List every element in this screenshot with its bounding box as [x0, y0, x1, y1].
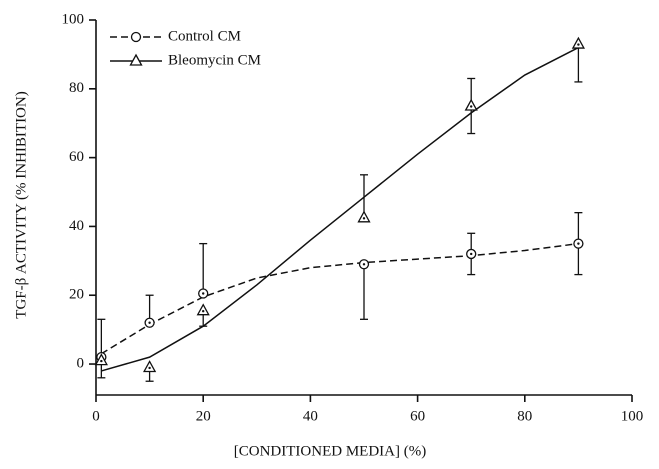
x-tick-label: 0 [92, 408, 100, 424]
legend-label: Control CM [168, 28, 241, 44]
y-tick-label: 20 [69, 287, 84, 303]
x-tick-label: 100 [621, 408, 644, 424]
x-tick-label: 60 [410, 408, 425, 424]
marker-dot [577, 43, 580, 46]
y-axis-label: TGF-β ACTIVITY (% INHIBITION) [13, 91, 29, 318]
marker-dot [362, 263, 366, 266]
x-tick-label: 80 [517, 408, 532, 424]
fit-curve [101, 46, 579, 372]
marker [464, 98, 478, 111]
marker-dot [202, 292, 205, 295]
marker-dot [148, 321, 151, 324]
legend-marker [130, 31, 142, 43]
fit-curve [100, 242, 579, 355]
marker-dot [362, 217, 366, 220]
marker-dot [148, 366, 151, 370]
y-tick-label: 60 [69, 149, 84, 165]
marker [357, 210, 371, 223]
y-tick-label: 40 [69, 218, 84, 234]
y-tick-label: 0 [77, 355, 85, 371]
x-tick-label: 20 [196, 408, 211, 424]
marker-dot [470, 252, 473, 256]
marker [196, 303, 210, 316]
marker-dot [470, 105, 473, 108]
marker [143, 360, 157, 373]
legend-marker [129, 53, 143, 66]
marker-dot [100, 359, 103, 363]
x-axis-label: [CONDITIONED MEDIA] (%) [234, 443, 426, 459]
y-tick-label: 100 [62, 11, 85, 27]
marker [94, 353, 108, 366]
marker [571, 36, 585, 49]
legend-label: Bleomycin CM [168, 52, 261, 68]
marker-dot [202, 310, 205, 313]
y-tick-label: 80 [69, 80, 84, 96]
marker-dot [577, 242, 580, 245]
x-tick-label: 40 [303, 408, 318, 424]
